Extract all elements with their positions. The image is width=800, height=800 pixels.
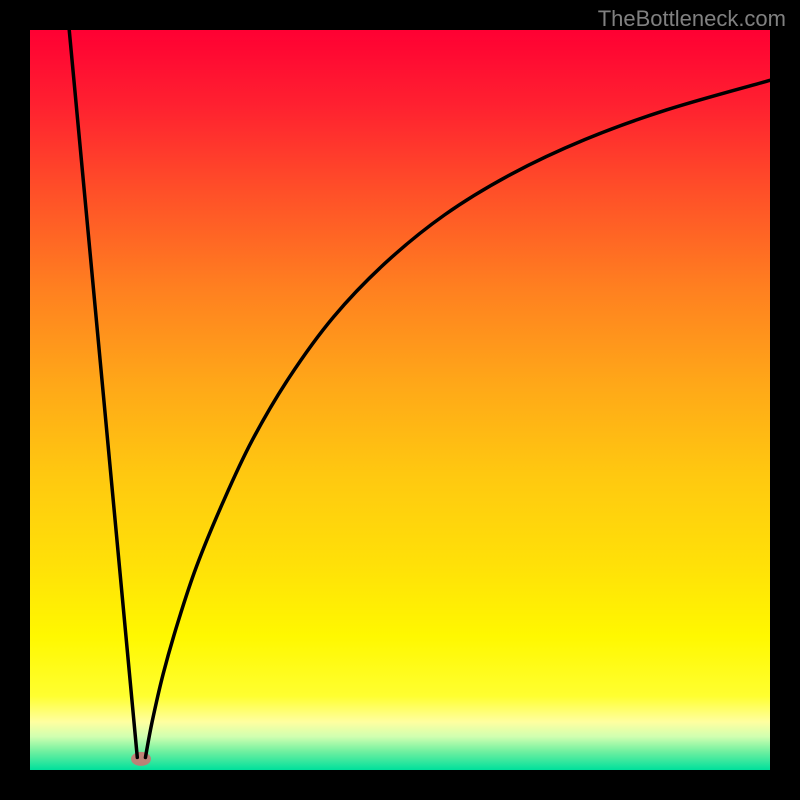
plot-background xyxy=(30,30,770,770)
minimum-marker xyxy=(131,752,151,766)
bottleneck-chart xyxy=(0,0,800,800)
watermark-text: TheBottleneck.com xyxy=(598,6,786,32)
chart-container: TheBottleneck.com xyxy=(0,0,800,800)
